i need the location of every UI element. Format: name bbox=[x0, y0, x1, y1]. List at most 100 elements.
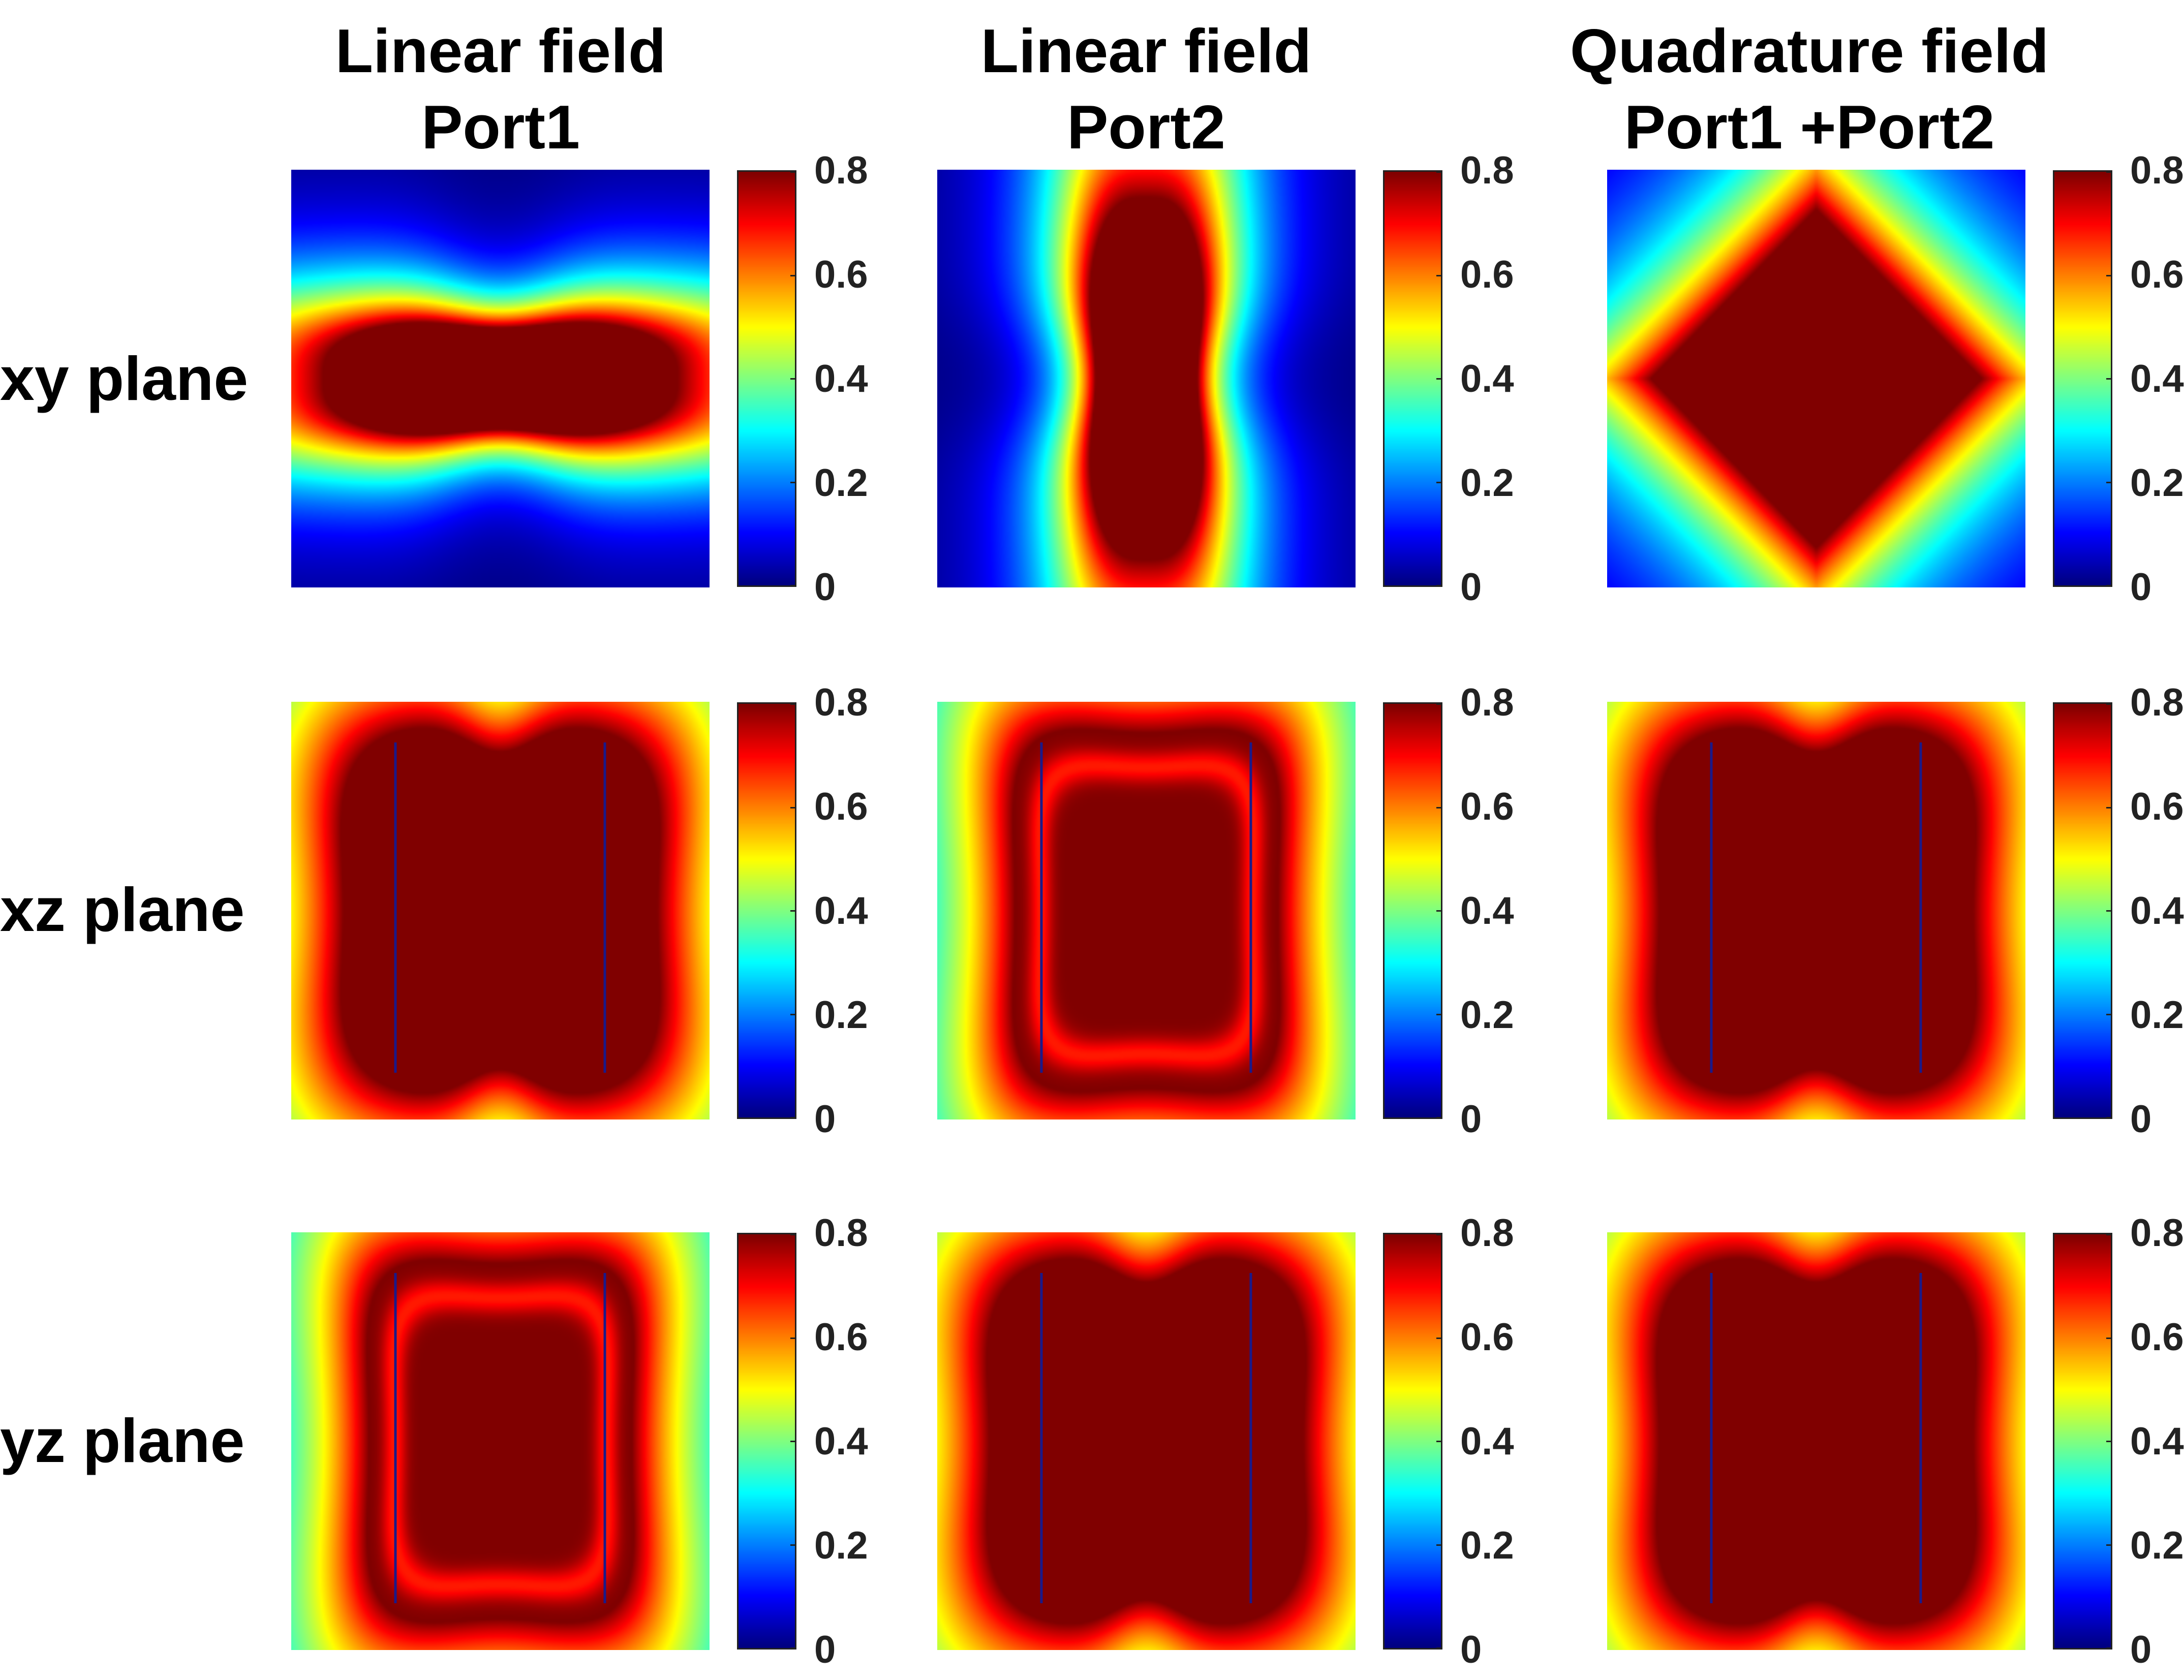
colorbar-tick-label: 0.4 bbox=[2130, 1420, 2184, 1463]
heatmap-panel-xz-plane-col2 bbox=[937, 702, 1356, 1119]
heatmap-panel-yz-plane-col2 bbox=[937, 1232, 1356, 1650]
heatmap-image bbox=[291, 702, 710, 1119]
colorbar-gradient bbox=[1385, 172, 1441, 585]
heatmap-panel-xy-plane-col2 bbox=[937, 170, 1356, 587]
colorbar-tick bbox=[790, 171, 796, 173]
colorbar-tick bbox=[2106, 585, 2112, 586]
heatmap-image bbox=[291, 170, 710, 587]
colorbar-tick bbox=[1436, 1441, 1442, 1442]
colorbar-tick bbox=[790, 378, 796, 380]
column-title: Quadrature field Port1 +Port2 bbox=[1504, 13, 2114, 165]
heatmap-image bbox=[1607, 170, 2025, 587]
colorbar-tick bbox=[790, 1337, 796, 1339]
heatmap-image bbox=[937, 170, 1356, 587]
column-title: Linear field Port2 bbox=[841, 13, 1451, 165]
colorbar-tick-label: 0.8 bbox=[2130, 1211, 2184, 1255]
heatmap-panel-xz-plane-col3 bbox=[1607, 702, 2025, 1119]
colorbar-tick-label: 0.8 bbox=[1460, 1211, 1514, 1255]
colorbar-tick bbox=[2106, 171, 2112, 173]
colorbar-tick-label: 0.8 bbox=[2130, 681, 2184, 724]
colorbar-tick bbox=[1436, 1544, 1442, 1546]
colorbar-tick-label: 0.6 bbox=[814, 1316, 868, 1359]
dipole-overlay bbox=[1040, 1273, 1252, 1603]
row-label: xz plane bbox=[0, 875, 245, 944]
colorbar-tick bbox=[790, 1013, 796, 1015]
colorbar-tick-label: 0.8 bbox=[1460, 149, 1514, 192]
colorbar-tick bbox=[2106, 1544, 2112, 1546]
colorbar bbox=[737, 702, 796, 1119]
colorbar-tick bbox=[1436, 378, 1442, 380]
colorbar-tick bbox=[2106, 1013, 2112, 1015]
colorbar-tick bbox=[2106, 274, 2112, 276]
column-title-line1: Linear field bbox=[335, 16, 666, 85]
colorbar-gradient bbox=[2054, 704, 2111, 1117]
dipole-overlay bbox=[1040, 742, 1252, 1073]
dipole-overlay bbox=[394, 1273, 606, 1603]
colorbar-tick bbox=[2106, 1117, 2112, 1118]
colorbar-tick-label: 0 bbox=[1460, 1098, 1482, 1141]
colorbar-tick bbox=[1436, 1117, 1442, 1118]
colorbar-tick bbox=[2106, 378, 2112, 380]
colorbar-tick bbox=[2106, 703, 2112, 705]
colorbar-gradient bbox=[739, 704, 795, 1117]
colorbar-tick-label: 0 bbox=[2130, 1628, 2152, 1671]
colorbar bbox=[737, 170, 796, 587]
colorbar bbox=[2053, 170, 2112, 587]
colorbar-tick-label: 0.4 bbox=[1460, 1420, 1514, 1463]
colorbar-tick bbox=[1436, 1337, 1442, 1339]
colorbar-tick bbox=[1436, 1013, 1442, 1015]
row-label: xy plane bbox=[0, 344, 249, 413]
colorbar-tick-label: 0.2 bbox=[1460, 1524, 1514, 1567]
colorbar-tick-label: 0 bbox=[814, 1098, 836, 1141]
colorbar-tick bbox=[1436, 585, 1442, 586]
colorbar-tick-label: 0.8 bbox=[1460, 681, 1514, 724]
colorbar-tick bbox=[790, 1544, 796, 1546]
colorbar-tick-label: 0.2 bbox=[814, 461, 868, 505]
colorbar-tick bbox=[1436, 1647, 1442, 1649]
colorbar-tick-label: 0 bbox=[2130, 1098, 2152, 1141]
colorbar-tick-label: 0.4 bbox=[814, 357, 868, 400]
colorbar-tick-label: 0 bbox=[1460, 566, 1482, 609]
colorbar-tick bbox=[790, 274, 796, 276]
colorbar-tick bbox=[1436, 910, 1442, 912]
column-title: Linear field Port1 bbox=[196, 13, 806, 165]
colorbar-tick-label: 0.6 bbox=[2130, 253, 2184, 296]
colorbar-tick-label: 0.4 bbox=[1460, 889, 1514, 932]
colorbar-tick-label: 0.2 bbox=[1460, 993, 1514, 1037]
colorbar-tick-label: 0.4 bbox=[2130, 357, 2184, 400]
colorbar-tick bbox=[790, 1647, 796, 1649]
colorbar-tick bbox=[1436, 1234, 1442, 1235]
colorbar-tick bbox=[790, 1117, 796, 1118]
colorbar-tick-label: 0.8 bbox=[814, 149, 868, 192]
colorbar-tick-label: 0 bbox=[2130, 566, 2152, 609]
colorbar-tick bbox=[2106, 910, 2112, 912]
heatmap-image bbox=[937, 1232, 1356, 1650]
colorbar-tick-label: 0 bbox=[814, 566, 836, 609]
column-title-line2: Port1 +Port2 bbox=[1624, 92, 1995, 162]
colorbar bbox=[1383, 702, 1442, 1119]
colorbar bbox=[737, 1233, 796, 1650]
colorbar-tick bbox=[1436, 481, 1442, 483]
heatmap-panel-xy-plane-col3 bbox=[1607, 170, 2025, 587]
colorbar-tick bbox=[790, 1441, 796, 1442]
dipole-overlay bbox=[1710, 742, 1922, 1073]
colorbar-tick bbox=[790, 481, 796, 483]
colorbar-tick bbox=[2106, 1234, 2112, 1235]
colorbar-tick-label: 0 bbox=[1460, 1628, 1482, 1671]
colorbar-tick-label: 0.8 bbox=[814, 1211, 868, 1255]
colorbar-gradient bbox=[1385, 1234, 1441, 1648]
column-title-line2: Port1 bbox=[421, 92, 580, 162]
colorbar bbox=[1383, 170, 1442, 587]
colorbar-tick-label: 0.4 bbox=[814, 889, 868, 932]
colorbar-gradient bbox=[1385, 704, 1441, 1117]
colorbar-tick-label: 0.6 bbox=[814, 785, 868, 828]
colorbar-tick-label: 0.6 bbox=[1460, 253, 1514, 296]
colorbar-tick-label: 0.6 bbox=[2130, 1316, 2184, 1359]
colorbar-gradient bbox=[2054, 172, 2111, 585]
colorbar-tick-label: 0.2 bbox=[2130, 461, 2184, 505]
colorbar-tick-label: 0.8 bbox=[2130, 149, 2184, 192]
colorbar-tick bbox=[790, 1234, 796, 1235]
colorbar-gradient bbox=[739, 172, 795, 585]
colorbar-tick-label: 0.2 bbox=[2130, 993, 2184, 1037]
column-title-line1: Quadrature field bbox=[1570, 16, 2049, 85]
